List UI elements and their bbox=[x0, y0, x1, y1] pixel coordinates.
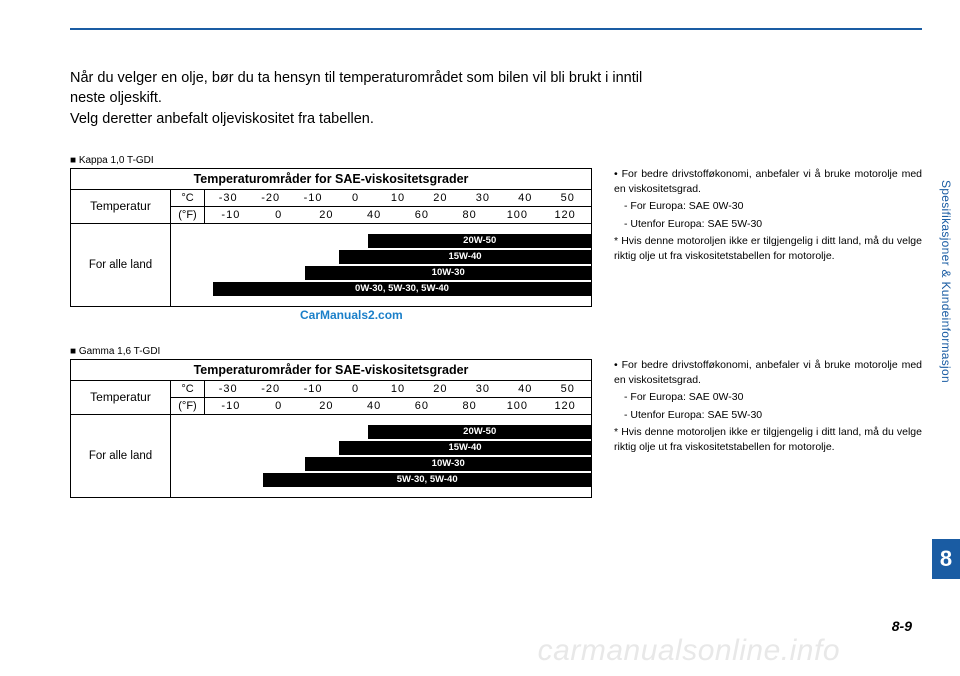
chart2-region: For alle land bbox=[71, 415, 171, 497]
scale-tick: 40 bbox=[350, 209, 398, 221]
chart-section-2: ■ Gamma 1,6 T-GDI Temperaturområder for … bbox=[70, 346, 922, 498]
scale-tick: 50 bbox=[547, 383, 589, 395]
notes1-l1: For bedre drivstofføkonomi, anbefaler vi… bbox=[614, 167, 922, 197]
chart1-temp-label: Temperatur bbox=[71, 190, 171, 223]
scale-tick: 30 bbox=[462, 383, 504, 395]
scale-tick: 0 bbox=[334, 192, 376, 204]
viscosity-bar: 10W-30 bbox=[305, 266, 591, 280]
chart2-caption: ■ Gamma 1,6 T-GDI bbox=[70, 346, 592, 357]
scale-tick: -10 bbox=[292, 192, 334, 204]
scale-tick: -30 bbox=[207, 383, 249, 395]
chart1-caption: ■ Kappa 1,0 T-GDI bbox=[70, 155, 592, 166]
scale-tick: -30 bbox=[207, 192, 249, 204]
chart1-unit-f: (°F) bbox=[171, 207, 205, 223]
chart1-caption-text: Kappa 1,0 T-GDI bbox=[79, 155, 154, 166]
chart1: ■ Kappa 1,0 T-GDI Temperaturområder for … bbox=[70, 155, 592, 322]
scale-tick: 20 bbox=[419, 383, 461, 395]
scale-tick: 40 bbox=[504, 383, 546, 395]
scale-tick: -10 bbox=[207, 209, 255, 221]
bottom-watermark: carmanualsonline.info bbox=[538, 634, 840, 668]
scale-tick: -20 bbox=[249, 192, 291, 204]
chart1-watermark: CarManuals2.com bbox=[300, 308, 592, 322]
notes2-l3: Utenfor Europa: SAE 5W-30 bbox=[614, 408, 922, 423]
scale-tick: 120 bbox=[541, 209, 589, 221]
viscosity-bar: 20W-50 bbox=[368, 234, 591, 248]
chart2-scale-c: -30-20-1001020304050 bbox=[205, 381, 591, 397]
chart2-scale-f: -10020406080100120 bbox=[205, 398, 591, 414]
notes2-l1: For bedre drivstofføkonomi, anbefaler vi… bbox=[614, 358, 922, 388]
scale-tick: 100 bbox=[494, 209, 542, 221]
intro-text: Når du velger en olje, bør du ta hensyn … bbox=[70, 68, 670, 129]
chart2-temp-label: Temperatur bbox=[71, 381, 171, 414]
chart2: ■ Gamma 1,6 T-GDI Temperaturområder for … bbox=[70, 346, 592, 498]
chart1-table: Temperaturområder for SAE-viskositetsgra… bbox=[70, 168, 592, 307]
notes2-l4: Hvis denne motoroljen ikke er tilgjengel… bbox=[614, 425, 922, 455]
viscosity-bar: 10W-30 bbox=[305, 457, 591, 471]
scale-tick: -10 bbox=[207, 400, 255, 412]
intro-line1: Når du velger en olje, bør du ta hensyn … bbox=[70, 70, 642, 106]
scale-tick: 30 bbox=[462, 192, 504, 204]
viscosity-bar: 15W-40 bbox=[339, 441, 591, 455]
notes1-l3: Utenfor Europa: SAE 5W-30 bbox=[614, 217, 922, 232]
scale-tick: 60 bbox=[398, 209, 446, 221]
square-icon: ■ bbox=[70, 155, 76, 166]
scale-tick: 50 bbox=[547, 192, 589, 204]
intro-line2: Velg deretter anbefalt oljeviskositet fr… bbox=[70, 111, 374, 127]
chart1-scale-f: -10020406080100120 bbox=[205, 207, 591, 223]
chart-section-1: ■ Kappa 1,0 T-GDI Temperaturområder for … bbox=[70, 155, 922, 322]
scale-tick: 10 bbox=[377, 192, 419, 204]
scale-tick: 120 bbox=[541, 400, 589, 412]
chart1-bars: 20W-50 15W-40 10W-30 0W-30, 5W-30, 5W-40 bbox=[171, 224, 591, 306]
scale-tick: -10 bbox=[292, 383, 334, 395]
chart2-table: Temperaturområder for SAE-viskositetsgra… bbox=[70, 359, 592, 498]
scale-tick: 40 bbox=[350, 400, 398, 412]
scale-tick: 0 bbox=[255, 400, 303, 412]
scale-tick: -20 bbox=[249, 383, 291, 395]
scale-tick: 80 bbox=[446, 209, 494, 221]
scale-tick: 80 bbox=[446, 400, 494, 412]
scale-tick: 20 bbox=[303, 400, 351, 412]
chart2-unit-c: °C bbox=[171, 381, 205, 397]
chart1-region: For alle land bbox=[71, 224, 171, 306]
scale-tick: 20 bbox=[419, 192, 461, 204]
side-label: Spesifikasjoner & Kundeinformasjon bbox=[939, 180, 953, 389]
scale-tick: 0 bbox=[255, 209, 303, 221]
notes1-l4: Hvis denne motoroljen ikke er tilgjengel… bbox=[614, 234, 922, 264]
scale-tick: 40 bbox=[504, 192, 546, 204]
notes1-l2: For Europa: SAE 0W-30 bbox=[614, 199, 922, 214]
scale-tick: 20 bbox=[303, 209, 351, 221]
viscosity-bar: 5W-30, 5W-40 bbox=[263, 473, 591, 487]
chart1-title: Temperaturområder for SAE-viskositetsgra… bbox=[71, 169, 591, 190]
chart1-unit-c: °C bbox=[171, 190, 205, 206]
chart2-caption-text: Gamma 1,6 T-GDI bbox=[79, 346, 161, 357]
notes2-l2: For Europa: SAE 0W-30 bbox=[614, 390, 922, 405]
notes2: For bedre drivstofføkonomi, anbefaler vi… bbox=[614, 346, 922, 498]
scale-tick: 100 bbox=[494, 400, 542, 412]
scale-tick: 60 bbox=[398, 400, 446, 412]
chart2-bars: 20W-50 15W-40 10W-30 5W-30, 5W-40 bbox=[171, 415, 591, 497]
notes1: For bedre drivstofføkonomi, anbefaler vi… bbox=[614, 155, 922, 322]
scale-tick: 0 bbox=[334, 383, 376, 395]
chart2-unit-f: (°F) bbox=[171, 398, 205, 414]
chart2-title: Temperaturområder for SAE-viskositetsgra… bbox=[71, 360, 591, 381]
square-icon: ■ bbox=[70, 346, 76, 357]
scale-tick: 10 bbox=[377, 383, 419, 395]
viscosity-bar: 15W-40 bbox=[339, 250, 591, 264]
side-tab: Spesifikasjoner & Kundeinformasjon 8 bbox=[932, 180, 960, 579]
chart1-scale-c: -30-20-1001020304050 bbox=[205, 190, 591, 206]
page-number: 8-9 bbox=[892, 618, 912, 634]
viscosity-bar: 20W-50 bbox=[368, 425, 591, 439]
top-rule bbox=[70, 28, 922, 30]
chapter-number: 8 bbox=[932, 539, 960, 579]
viscosity-bar: 0W-30, 5W-30, 5W-40 bbox=[213, 282, 591, 296]
